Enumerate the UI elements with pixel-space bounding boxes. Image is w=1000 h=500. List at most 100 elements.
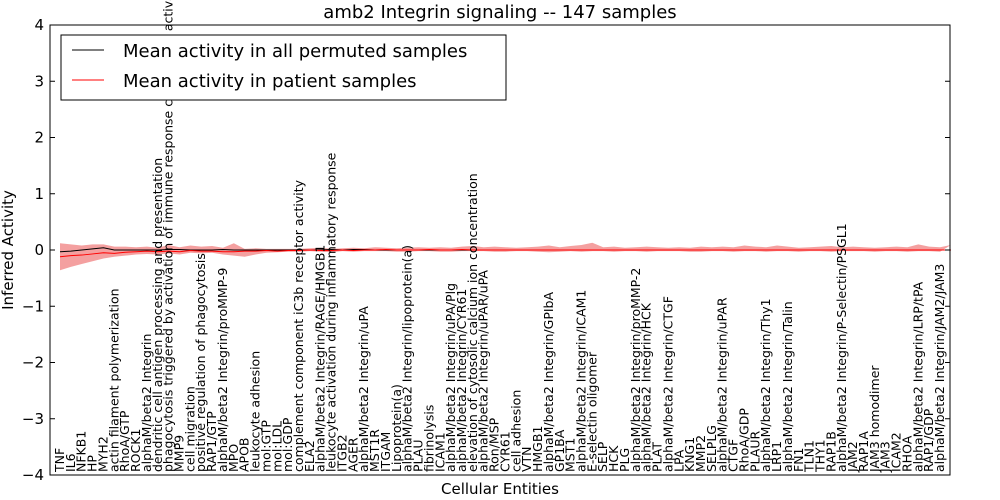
category-label: VTN xyxy=(519,446,534,472)
category-label: SELPLG xyxy=(704,425,719,472)
category-label: ELA2 xyxy=(302,440,317,472)
category-label: mol:LDL xyxy=(269,421,284,472)
category-label: GP1BA xyxy=(552,429,567,472)
category-label: AGER xyxy=(345,437,360,472)
category-label: RHOA xyxy=(899,435,914,472)
category-label: CYR61 xyxy=(497,431,512,472)
category-label: PLAUR xyxy=(747,431,762,472)
category-label: alphaM/beta2 Integrin/LRP/tPA xyxy=(910,281,925,472)
category-label: HCK xyxy=(606,445,621,472)
category-label: MMP2 xyxy=(693,435,708,472)
y-tick-label: 0 xyxy=(34,241,44,259)
category-label: JAM3 xyxy=(878,441,893,473)
category-label: alphaM/beta2 Integrin/HCK xyxy=(639,302,654,472)
category-label: JAM3 homodimer xyxy=(867,365,882,473)
category-label: RAP1B xyxy=(823,431,838,472)
category-label: FN1 xyxy=(791,448,806,473)
y-axis-label: Inferred Activity xyxy=(0,190,17,310)
category-label: HMGB1 xyxy=(530,426,545,472)
category-label: alphaM/beta2 Integrin/Talin xyxy=(780,301,795,472)
category-label: phagocytosis triggered by activation of … xyxy=(161,0,176,472)
category-label: mol:GTP xyxy=(258,420,273,472)
category-label: Lipoprotein(a) xyxy=(389,384,404,472)
category-label: SELP xyxy=(595,441,610,472)
category-label: alphaM/beta2 Integrin/CTGF xyxy=(660,296,675,472)
category-label: ROCK1 xyxy=(128,429,143,472)
category-label: dendritic cell antigen processing and pr… xyxy=(150,158,165,472)
category-label: elevation of cytosolic calcium ion conce… xyxy=(465,173,480,472)
category-label: alphaM/beta2 Integrin/uPA/Plg xyxy=(443,283,458,472)
category-label: TNF xyxy=(52,448,67,473)
category-label: HP xyxy=(85,455,100,472)
category-label: fibrinolysis xyxy=(421,405,436,472)
category-label: alphaM/beta2 Integrin/P-Selectin/PSGL1 xyxy=(834,223,849,472)
category-label: MMP9 xyxy=(172,435,187,472)
category-label: alphaM/beta2 Integrin xyxy=(139,334,154,472)
series-line-patient xyxy=(59,248,951,258)
category-label: CTGF xyxy=(726,439,741,472)
y-tick-label: 4 xyxy=(34,16,44,34)
y-tick-label: −2 xyxy=(22,354,44,372)
category-label: alphaM/beta2 Integrin/lipoprotein(a) xyxy=(400,245,415,472)
category-label: THY1 xyxy=(812,439,827,473)
legend: Mean activity in all permuted samples Me… xyxy=(60,34,507,101)
category-label: LRP1 xyxy=(769,441,784,472)
category-label: LPA xyxy=(671,449,686,472)
category-label: MST1 xyxy=(563,438,578,472)
category-label: ITGAM xyxy=(378,432,393,472)
category-label: alphaM/beta2 Integrin/proMMP-9 xyxy=(215,268,230,472)
plot-frame xyxy=(49,24,951,476)
y-tick-label: 1 xyxy=(34,185,44,203)
category-label: alphaM/beta2 Integrin/uPAR/uPA xyxy=(476,270,491,472)
legend-box xyxy=(60,34,507,101)
category-label: RAP1A xyxy=(856,431,871,472)
category-label: alphaM/beta2 Integrin/CYR61 xyxy=(454,289,469,472)
category-label: alphaM/beta2 Integrin/proMMP-2 xyxy=(628,268,643,472)
category-label: IL6 xyxy=(63,453,78,472)
category-label: RAP1/GDP xyxy=(921,408,936,472)
category-label: RAP1/GTP xyxy=(204,411,219,472)
category-label: MST1R xyxy=(367,429,382,472)
chart-title: amb2 Integrin signaling -- 147 samples xyxy=(323,2,676,23)
category-label: alphaM/beta2 Integrin/GPIbA xyxy=(541,292,556,472)
series-line-layer xyxy=(59,247,951,258)
category-label: JAM2 xyxy=(845,441,860,473)
category-label: leukocyte activation during inflammatory… xyxy=(324,152,339,472)
category-label: RhoA/GTP xyxy=(117,410,132,472)
category-label: PLG xyxy=(617,448,632,472)
category-label: complement component iC3b receptor activ… xyxy=(291,179,306,472)
y-axis-ticks: −4 −3 −2 −1 0 1 2 3 4 xyxy=(22,16,950,484)
category-label: RhoA/GDP xyxy=(736,408,751,472)
category-label: alphaM/beta2 Integrin/RAGE/HMGB1 xyxy=(313,245,328,472)
category-label: alphaM/beta2 Integrin/ICAM1 xyxy=(573,290,588,472)
category-label: MPO xyxy=(226,444,241,472)
category-label: alphaM/beta2 Integrin/Thy1 xyxy=(758,298,773,472)
category-label: PLAU xyxy=(411,440,426,473)
y-tick-label: 2 xyxy=(34,129,44,147)
y-tick-label: −1 xyxy=(22,297,44,315)
category-label: PLAT xyxy=(650,442,665,472)
category-label: cell migration xyxy=(182,386,197,472)
category-label: positive regulation of phagocytosis xyxy=(193,253,208,472)
category-label: ICAM1 xyxy=(432,432,447,472)
category-label: alphaM/beta2 Integrin/uPA xyxy=(356,306,371,472)
category-label: NFKB1 xyxy=(74,431,89,472)
category-label: Ron/MSP xyxy=(487,417,502,472)
x-axis-label: Cellular Entities xyxy=(441,480,559,498)
y-tick-label: −3 xyxy=(22,410,44,428)
category-label: ITGB2 xyxy=(334,434,349,472)
category-label: alphaM/beta2 Integrin/JAM2/JAM3 xyxy=(932,264,947,472)
category-label: mol:GDP xyxy=(280,417,295,472)
category-label: MYH2 xyxy=(95,436,110,472)
category-label: APOB xyxy=(237,437,252,472)
category-label: leukocyte adhesion xyxy=(248,351,263,472)
legend-label-patient: Mean activity in patient samples xyxy=(123,71,417,92)
category-label: E-selectin oligomer xyxy=(584,351,599,472)
y-tick-label: −4 xyxy=(22,466,44,484)
category-label: ICAM2 xyxy=(889,432,904,472)
y-tick-label: 3 xyxy=(34,72,44,90)
category-label: actin filament polymerization xyxy=(106,288,121,472)
category-label: TLN1 xyxy=(802,440,817,473)
